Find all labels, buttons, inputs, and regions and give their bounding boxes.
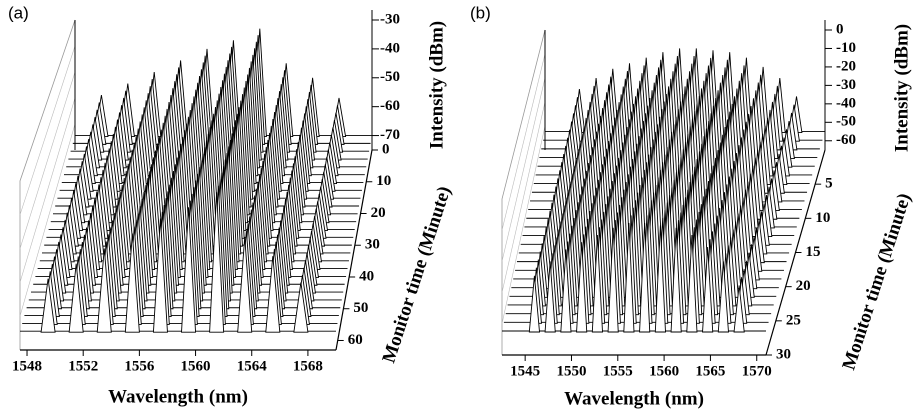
panel-label: (b) bbox=[470, 3, 491, 22]
spectral-peak bbox=[639, 222, 651, 333]
x-axis-title: Wavelength (nm) bbox=[108, 386, 248, 407]
y-tick-label: -40 bbox=[380, 40, 400, 56]
spectral-peak bbox=[96, 248, 112, 333]
y-tick-label: -20 bbox=[836, 58, 856, 74]
x-tick-label: 1564 bbox=[237, 358, 268, 374]
back-wall bbox=[74, 10, 373, 150]
z-tick-label: 25 bbox=[786, 312, 801, 328]
spectral-peak bbox=[40, 278, 56, 333]
spectral-peak bbox=[181, 207, 197, 333]
x-tick-label: 1570 bbox=[742, 363, 772, 379]
x-tick-label: 1560 bbox=[649, 363, 679, 379]
x-tick-label: 1545 bbox=[510, 363, 540, 379]
spectral-peak bbox=[591, 234, 603, 333]
y-tick-label: -30 bbox=[380, 11, 400, 27]
z-tick-label: 30 bbox=[365, 237, 380, 253]
z-axis-title: Monitor time (Minute) bbox=[838, 191, 915, 373]
z-tick-label: 0 bbox=[382, 141, 390, 157]
spectral-peak bbox=[733, 285, 745, 333]
spectral-peak bbox=[237, 237, 253, 333]
spectral-peak bbox=[560, 249, 572, 333]
wall-line bbox=[501, 53, 546, 231]
spectral-peak bbox=[717, 261, 729, 333]
spectral-peak bbox=[544, 261, 556, 333]
x-axis-title: Wavelength (nm) bbox=[564, 388, 704, 409]
z-tick-label: 60 bbox=[348, 332, 363, 348]
y-tick-label: -60 bbox=[836, 132, 856, 148]
y-tick-label: -60 bbox=[380, 98, 400, 114]
z-tick-label: 20 bbox=[371, 205, 386, 221]
y-axis-title: Intensity (dBm) bbox=[891, 24, 912, 152]
y-tick-label: -40 bbox=[836, 95, 856, 111]
y-axis-title: Intensity (dBm) bbox=[426, 21, 447, 149]
x-tick-label: 1560 bbox=[181, 358, 211, 374]
z-axis-title: Monitor time (Minute) bbox=[378, 184, 455, 366]
spectral-peak bbox=[124, 233, 140, 333]
z-tick-label: 30 bbox=[776, 346, 791, 362]
x-tick-label: 1568 bbox=[293, 358, 323, 374]
spectral-peak bbox=[623, 222, 635, 333]
wall-line bbox=[19, 71, 76, 249]
spectral-peak bbox=[265, 256, 281, 333]
panel: 0 -10 -20 -30 -40 -50 -60 1545 1550 1555 1560 1565 1… bbox=[470, 3, 915, 409]
x-tick-label: 1552 bbox=[68, 358, 98, 374]
spectral-peak bbox=[607, 227, 619, 333]
spectral-peak bbox=[686, 234, 698, 333]
y-tick-label: 0 bbox=[836, 21, 844, 37]
spectral-peak bbox=[702, 246, 714, 333]
x-tick-label: 1548 bbox=[12, 358, 42, 374]
wall-line bbox=[19, 123, 76, 317]
y-tick-label: -30 bbox=[836, 77, 856, 93]
spectral-peak bbox=[68, 263, 84, 333]
z-axis bbox=[335, 149, 373, 351]
wall-line bbox=[501, 125, 546, 324]
spectral-peak bbox=[576, 242, 588, 333]
spectral-peak bbox=[293, 282, 309, 333]
spectral-peak bbox=[209, 192, 225, 333]
y-tick-label: -50 bbox=[380, 69, 400, 85]
x-tick-label: 1550 bbox=[556, 363, 586, 379]
spectral-peak bbox=[670, 227, 682, 333]
panel-label: (a) bbox=[8, 3, 29, 22]
y-tick-label: -50 bbox=[836, 114, 856, 130]
z-tick-label: 10 bbox=[815, 210, 830, 226]
wall-line bbox=[501, 77, 546, 262]
z-tick-label: 5 bbox=[825, 176, 833, 192]
spectral-peak bbox=[528, 275, 541, 333]
z-tick-label: 20 bbox=[796, 278, 811, 294]
wall-line bbox=[501, 101, 546, 293]
spectral-peak bbox=[152, 218, 168, 333]
z-tick-label: 50 bbox=[353, 300, 368, 316]
spectral-peak bbox=[654, 225, 666, 333]
x-tick-label: 1556 bbox=[124, 358, 155, 374]
z-tick-label: 40 bbox=[359, 268, 374, 284]
y-tick-label: -70 bbox=[380, 127, 400, 143]
z-tick-label: 10 bbox=[376, 173, 391, 189]
y-tick-label: -10 bbox=[836, 40, 856, 56]
panel: -30 -40 -50 -60 -70 1548 1552 1556 1560 1564 1568 0… bbox=[8, 3, 455, 407]
wall-line bbox=[19, 97, 76, 283]
wall-line bbox=[19, 45, 76, 215]
z-tick-label: 15 bbox=[806, 244, 821, 260]
x-tick-label: 1555 bbox=[603, 363, 633, 379]
x-tick-label: 1565 bbox=[695, 363, 725, 379]
